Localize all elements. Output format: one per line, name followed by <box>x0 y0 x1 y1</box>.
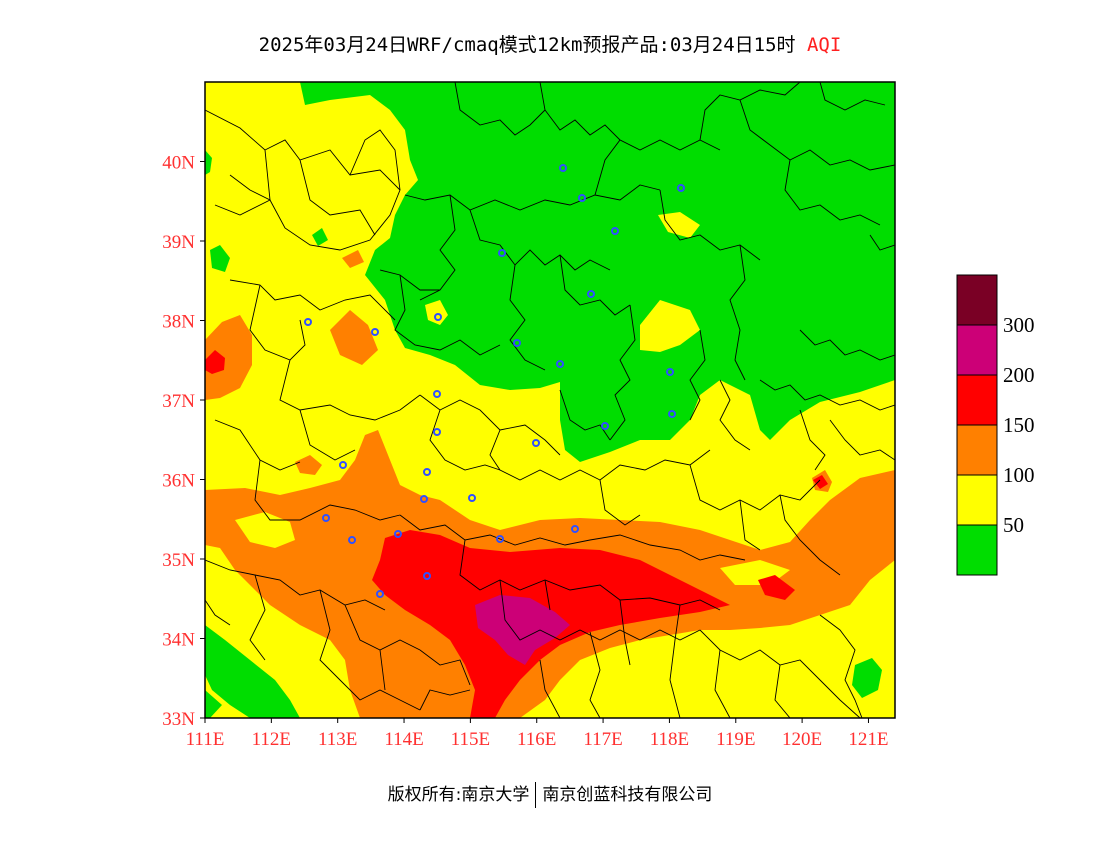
legend-label: 300 <box>1003 313 1035 337</box>
city-marker <box>433 428 441 436</box>
lon-tick-label: 117E <box>583 729 622 750</box>
aqi-zone-50-100-pocket <box>235 512 295 548</box>
lat-tick-label: 37N <box>162 391 195 412</box>
city-marker <box>498 249 506 257</box>
city-marker <box>532 439 540 447</box>
aqi-zone-0-50-blob <box>852 658 882 698</box>
aqi-zone-100-150-blob <box>342 250 364 268</box>
legend-swatch <box>956 424 998 476</box>
city-marker <box>434 313 442 321</box>
legend-swatch <box>956 274 998 326</box>
lon-tick-label: 114E <box>384 729 423 750</box>
lon-tick-label: 112E <box>252 729 291 750</box>
lon-tick-label: 111E <box>186 729 225 750</box>
city-marker <box>587 290 595 298</box>
lat-tick-label: 35N <box>162 550 195 571</box>
city-marker <box>666 368 674 376</box>
footer-divider <box>535 782 537 808</box>
city-marker <box>611 227 619 235</box>
legend-label: 200 <box>1003 363 1035 387</box>
city-marker <box>420 495 428 503</box>
aqi-zone-100-150-blob <box>330 310 378 365</box>
aqi-zone-100-150-west <box>205 315 252 400</box>
city-marker <box>304 318 312 326</box>
lon-tick-label: 118E <box>650 729 689 750</box>
city-marker <box>348 536 356 544</box>
city-marker <box>677 184 685 192</box>
city-marker <box>433 390 441 398</box>
legend-label: 150 <box>1003 413 1035 437</box>
boundary-lines <box>205 82 895 718</box>
city-marker <box>601 422 609 430</box>
city-markers <box>304 164 685 598</box>
legend-swatch <box>956 474 998 526</box>
lon-tick-label: 113E <box>318 729 357 750</box>
city-marker <box>571 525 579 533</box>
latitude-axis: 33N 34N 35N 36N 37N 38N 39N 40N <box>162 153 195 731</box>
city-marker <box>322 514 330 522</box>
lat-tick-label: 38N <box>162 312 195 333</box>
city-marker <box>371 328 379 336</box>
legend-swatch <box>956 374 998 426</box>
legend-label: 100 <box>1003 463 1035 487</box>
city-marker <box>339 461 347 469</box>
lon-tick-label: 115E <box>451 729 490 750</box>
aqi-legend: 50 100 150 200 300 <box>956 274 1035 576</box>
aqi-zone-150-200-east <box>758 575 795 600</box>
lat-tick-label: 39N <box>162 232 195 253</box>
copyright-left: 版权所有:南京大学 <box>387 785 530 805</box>
lon-tick-label: 119E <box>716 729 755 750</box>
city-marker <box>668 410 676 418</box>
map-title: 2025年03月24日WRF/cmaq模式12km预报产品:03月24日15时 … <box>0 30 1100 57</box>
city-marker <box>423 572 431 580</box>
aqi-zone-100-150-blob <box>295 455 322 475</box>
aqi-zone-50-100-hole <box>658 212 700 238</box>
city-marker <box>513 339 521 347</box>
city-marker <box>578 194 586 202</box>
aqi-zone-200-300 <box>475 595 570 665</box>
aqi-zone-0-50-blob <box>210 245 230 272</box>
aqi-zone-50-100-hole <box>425 300 448 325</box>
lon-tick-label: 120E <box>782 729 822 750</box>
city-marker <box>468 494 476 502</box>
copyright-right: 南京创蓝科技有限公司 <box>542 785 713 805</box>
lat-tick-label: 36N <box>162 471 195 492</box>
aqi-zone-0-50-blob <box>312 228 328 246</box>
city-marker <box>394 530 402 538</box>
aqi-zone-0-50-blob <box>205 150 212 175</box>
lon-tick-label: 116E <box>517 729 556 750</box>
lat-tick-label: 34N <box>162 630 195 651</box>
city-marker <box>496 535 504 543</box>
city-marker <box>556 360 564 368</box>
copyright-footer: 版权所有:南京大学 南京创蓝科技有限公司 <box>0 780 1100 808</box>
title-text: 2025年03月24日WRF/cmaq模式12km预报产品:03月24日15时 <box>258 34 796 56</box>
lat-tick-label: 40N <box>162 153 195 174</box>
lon-tick-label: 121E <box>848 729 888 750</box>
title-aqi-tag: AQI <box>806 34 842 56</box>
legend-swatch <box>956 324 998 376</box>
longitude-axis: 111E 112E 113E 114E 115E 116E 117E 118E 119E 120E… <box>186 729 889 750</box>
aqi-zone-150-200-west <box>205 350 225 374</box>
lat-tick-label: 33N <box>162 709 195 730</box>
aqi-zone-0-50-north <box>300 82 895 462</box>
aqi-zone-50-100-hole <box>640 300 700 352</box>
axis-ticks <box>200 161 869 723</box>
aqi-zone-0-50-blob <box>205 690 222 718</box>
city-marker <box>423 468 431 476</box>
aqi-fields <box>205 82 895 718</box>
city-marker <box>559 164 567 172</box>
legend-label: 50 <box>1003 513 1024 537</box>
aqi-zone-150-200-dot <box>813 475 828 489</box>
city-marker <box>376 590 384 598</box>
legend-swatch <box>956 524 998 576</box>
aqi-zone-0-50-southwest <box>205 625 300 718</box>
